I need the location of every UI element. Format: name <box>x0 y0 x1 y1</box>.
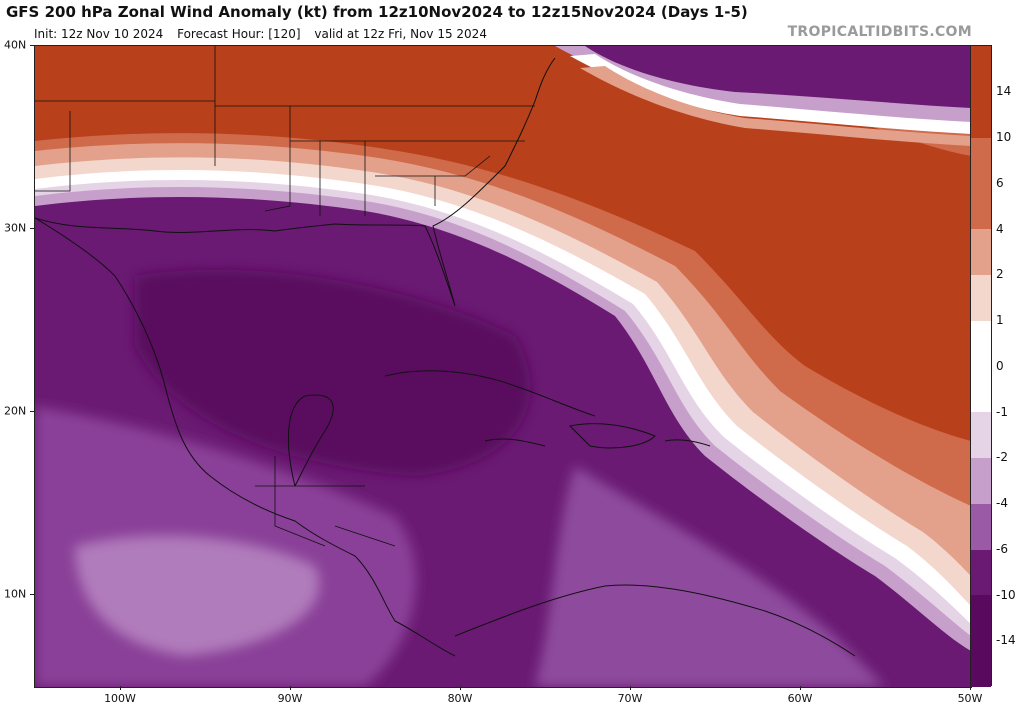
lat-label: 20N <box>4 404 27 418</box>
colorbar-segment <box>971 274 991 322</box>
colorbar-segment <box>971 549 991 596</box>
colorbar-label: -2 <box>996 450 1008 464</box>
colorbar-segment <box>971 46 991 93</box>
colorbar-label: -10 <box>996 588 1016 602</box>
lat-label: 30N <box>4 221 27 235</box>
colorbar-label: 0 <box>996 359 1004 373</box>
southeast-negative-zone <box>535 466 885 687</box>
colorbar-segment <box>971 137 991 184</box>
strong-positive-region <box>35 46 971 441</box>
colorbar-segment <box>971 91 991 139</box>
coastlines <box>35 57 856 657</box>
lat-tick <box>30 594 34 595</box>
colorbar-label: -14 <box>996 633 1016 647</box>
lon-label: 90W <box>277 692 303 705</box>
lon-tick <box>290 686 291 690</box>
colorbar-label: 2 <box>996 267 1004 281</box>
colorbar-segment <box>971 503 991 551</box>
colorbar-label: 14 <box>996 84 1012 98</box>
site-watermark: TROPICALTIDBITS.COM <box>787 24 972 40</box>
colorbar-label: -4 <box>996 496 1008 510</box>
lat-tick <box>30 411 34 412</box>
colorbar <box>970 45 992 688</box>
colorbar-segment <box>971 412 991 459</box>
lat-label: 40N <box>4 38 27 52</box>
colorbar-segment <box>971 641 991 688</box>
northeast-positive-band <box>580 66 971 146</box>
init-time: Init: 12z Nov 10 2024 <box>34 27 164 41</box>
colorbar-segment <box>971 366 991 413</box>
colorbar-segment <box>971 595 991 642</box>
lon-tick <box>460 686 461 690</box>
anomaly-map <box>35 46 971 687</box>
lat-label: 10N <box>4 587 27 601</box>
state-borders <box>35 46 535 547</box>
colorbar-segment <box>971 458 991 505</box>
northeast-weak-band <box>555 46 971 128</box>
weak-negative-zone <box>75 535 320 656</box>
lat-tick <box>30 228 34 229</box>
forecast-hour: Forecast Hour: [120] <box>177 27 301 41</box>
colorbar-label: 10 <box>996 130 1012 144</box>
lon-label: 70W <box>617 692 643 705</box>
lon-tick <box>120 686 121 690</box>
colorbar-label: 1 <box>996 313 1004 327</box>
colorbar-segment <box>971 320 991 367</box>
colorbar-label: 4 <box>996 222 1004 236</box>
colorbar-segment <box>971 229 991 276</box>
lon-tick <box>800 686 801 690</box>
lon-tick <box>630 686 631 690</box>
valid-time: valid at 12z Fri, Nov 15 2024 <box>314 27 487 41</box>
chart-subtitle: Init: 12z Nov 10 2024 Forecast Hour: [12… <box>34 27 497 41</box>
lon-label: 80W <box>447 692 473 705</box>
chart-title: GFS 200 hPa Zonal Wind Anomaly (kt) from… <box>6 3 748 21</box>
lat-tick <box>30 45 34 46</box>
lon-label: 100W <box>104 692 136 705</box>
colorbar-label: 6 <box>996 176 1004 190</box>
lon-label: 60W <box>787 692 813 705</box>
lon-tick <box>970 686 971 690</box>
lon-label: 50W <box>957 692 983 705</box>
strong-negative-core <box>135 269 531 476</box>
map-panel <box>34 45 972 688</box>
northeast-zero-band <box>570 54 971 134</box>
colorbar-label: -1 <box>996 405 1008 419</box>
colorbar-segment <box>971 183 991 230</box>
colorbar-label: -6 <box>996 542 1008 556</box>
